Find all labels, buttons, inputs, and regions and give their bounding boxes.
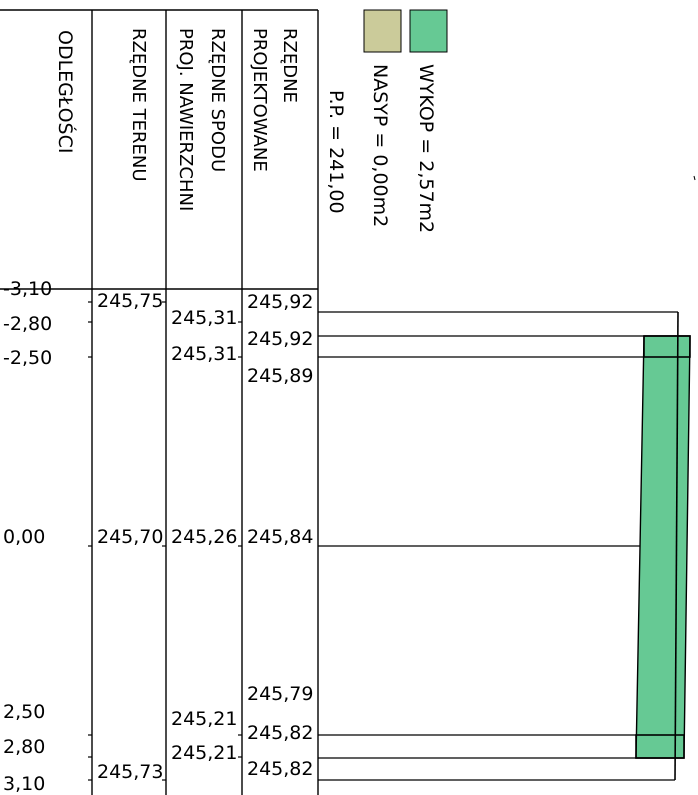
design-value: 245,84 <box>247 526 313 548</box>
subbase-value: 245,31 <box>171 343 237 365</box>
subbase-value: 245,26 <box>171 526 237 548</box>
header-subbase-line1: RZĘDNE SPODU <box>207 28 228 172</box>
cut-area <box>635 335 691 759</box>
distance-label: 2,80 <box>3 736 45 758</box>
reference-plane-label: P.P. = 241,00 <box>325 90 347 214</box>
header-design-line2: PROJEKTOWANE <box>249 28 270 172</box>
terrain-value: 245,70 <box>97 526 163 548</box>
distance-label: 0,00 <box>3 526 45 548</box>
header-subbase-line2: PROJ. NAWIERZCHNI <box>175 28 196 211</box>
value-rows: -3,10 -2,80 -2,50 0,00 2,50 2,80 3,10 24… <box>3 278 313 795</box>
terrain-value: 245,73 <box>97 761 163 783</box>
subbase-value: 245,21 <box>171 742 237 764</box>
design-value: 245,92 <box>247 291 313 313</box>
header-design-line1: RZĘDNE <box>279 28 300 103</box>
subbase-value: 245,21 <box>171 708 237 730</box>
header-terrain: RZĘDNE TERENU <box>128 28 149 182</box>
table-frame <box>0 9 319 795</box>
distance-label: 2,50 <box>3 701 45 723</box>
distance-label: -2,80 <box>3 313 52 335</box>
legend-label-fill: NASYP = 0,00m2 <box>369 64 391 227</box>
leader-lines <box>318 311 690 781</box>
terrain-value: 245,75 <box>97 290 163 312</box>
legend-swatch-fill <box>363 9 402 53</box>
design-value: 245,79 <box>247 683 313 705</box>
design-value: 245,82 <box>247 758 313 780</box>
pavement-outline <box>635 311 691 781</box>
tick-marks <box>88 301 242 781</box>
legend: WYKOP = 2,57m2 NASYP = 0,00m2 <box>363 9 448 233</box>
stray-mark <box>693 175 696 181</box>
distance-label: -2,50 <box>3 347 52 369</box>
distance-label: -3,10 <box>3 278 52 300</box>
legend-label-cut: WYKOP = 2,57m2 <box>415 64 437 233</box>
design-value: 245,82 <box>247 722 313 744</box>
subbase-value: 245,31 <box>171 307 237 329</box>
distance-label: 3,10 <box>3 773 45 795</box>
legend-swatch-cut <box>409 9 448 53</box>
design-value: 245,89 <box>247 365 313 387</box>
design-value: 245,92 <box>247 328 313 350</box>
header-distances: ODLEGŁOŚCI <box>54 30 78 153</box>
